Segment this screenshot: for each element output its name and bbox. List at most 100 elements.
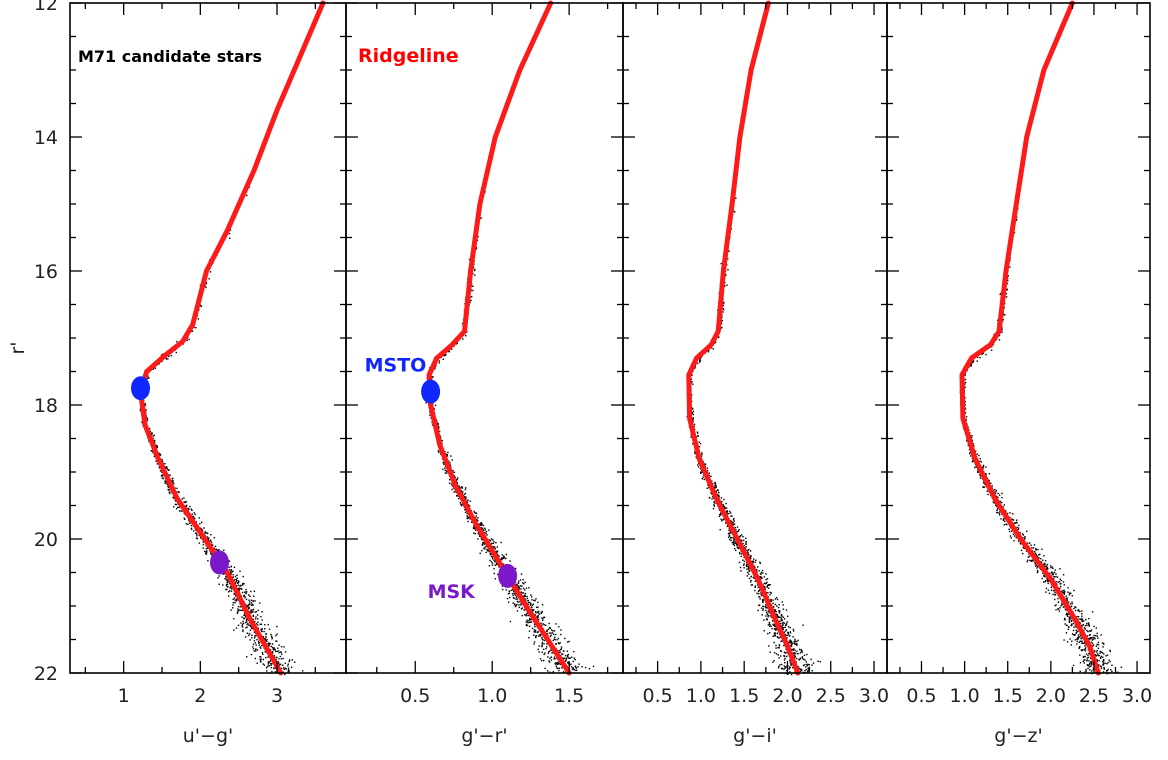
star-point [227,591,230,593]
star-point [284,662,286,664]
star-point [746,571,749,574]
star-point [772,599,774,601]
star-point [540,633,542,636]
star-point [778,647,780,649]
star-point [247,622,249,625]
star-point [459,487,461,489]
star-point [483,543,485,545]
star-point [755,580,757,582]
star-point [996,495,998,498]
star-point [537,631,539,633]
star-point [789,642,791,644]
star-point [792,667,794,669]
star-point [252,600,255,602]
star-point [482,524,485,527]
star-point [522,595,525,597]
star-point [535,635,538,637]
star-point [1054,569,1056,571]
star-point [264,651,266,653]
star-point [261,628,263,630]
star-point [562,653,564,655]
star-point [461,503,464,505]
star-point [469,505,471,507]
star-point [1086,635,1089,637]
star-point [253,650,255,652]
star-point [283,646,285,648]
star-point [1049,565,1052,567]
star-point [547,670,549,672]
star-point [725,502,727,505]
star-point [719,513,721,516]
star-point [759,562,761,564]
star-point [197,318,199,320]
star-point [492,542,494,545]
star-point [462,338,464,340]
star-point [722,308,725,311]
star-point [805,668,807,671]
star-point [244,596,246,599]
star-point [257,627,260,629]
star-point [524,589,526,591]
star-point [214,545,217,547]
star-point [739,535,742,537]
star-point [461,487,464,489]
star-point [541,604,544,606]
star-point [252,643,255,645]
star-point [528,619,530,622]
star-point [692,418,694,420]
star-point [777,636,779,639]
x-ticks: 0.5 1.0 1.5 [376,3,609,707]
star-point [236,574,238,576]
star-point [469,301,471,303]
star-point [530,621,533,623]
star-point [193,530,195,532]
star-point [267,656,269,658]
star-point [491,564,494,566]
star-point [438,430,441,433]
star-point [1076,643,1078,645]
star-point [489,552,491,555]
star-point [502,588,504,591]
star-point [279,663,281,666]
star-point [162,477,165,480]
y-ticks [623,2,887,674]
star-point [710,492,712,494]
star-point [512,602,514,604]
star-point [441,440,443,442]
star-point [208,278,210,280]
star-point [276,656,278,659]
star-point [498,566,500,568]
star-point [510,589,513,591]
star-point [232,604,234,606]
star-point [763,619,765,621]
star-point [693,423,696,426]
star-point [161,460,164,462]
star-point [451,459,453,461]
star-point [695,456,697,458]
star-point [754,589,756,592]
star-point [518,606,521,608]
star-point [576,669,578,671]
star-point [248,604,250,606]
star-point [232,576,234,578]
star-point [284,667,287,669]
star-point [274,667,276,669]
star-point [262,663,264,665]
star-point [745,546,747,548]
star-point [503,556,505,558]
star-point [770,592,772,594]
star-point [766,607,769,609]
star-point [701,478,703,480]
star-point [806,665,808,667]
star-point [225,585,228,587]
star-point [735,529,737,531]
star-point [528,625,531,627]
star-point [269,660,271,663]
star-point [1024,536,1026,538]
star-point [147,377,149,379]
star-point [752,576,754,579]
star-point [702,476,704,478]
star-point [546,629,548,631]
star-point [1088,630,1091,632]
star-point [250,624,252,627]
